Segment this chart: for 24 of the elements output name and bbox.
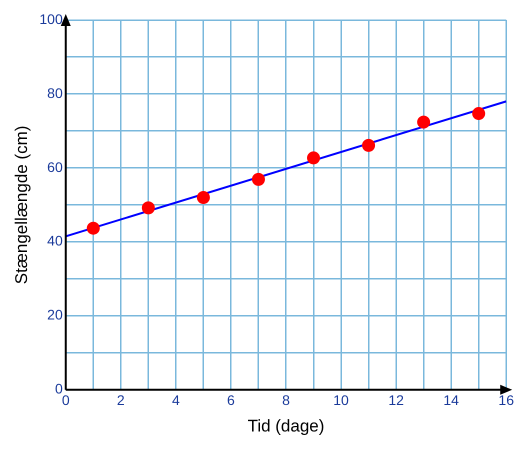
point [307, 151, 320, 164]
x-tick-label: 12 [388, 392, 404, 408]
y-axis-title: Stængellængde (cm) [12, 126, 31, 284]
y-tick-label: 80 [47, 84, 63, 101]
point [417, 116, 430, 129]
point [472, 107, 486, 120]
x-tick-label: 10 [333, 392, 350, 408]
y-tick-label: 40 [47, 232, 63, 249]
point [362, 138, 376, 152]
y-tick-label: 0 [54, 380, 63, 397]
x-tick-label: 8 [282, 392, 290, 408]
x-tick-label: 4 [172, 392, 180, 408]
x-tick-label: 16 [498, 392, 514, 408]
y-tick-label: 20 [47, 306, 63, 323]
x-tick-label: 14 [443, 392, 460, 408]
point [252, 172, 265, 186]
x-axis-title: Tid (dage) [248, 416, 324, 436]
point [86, 222, 100, 235]
y-tick-label: 100 [39, 10, 63, 27]
x-tick-label: 2 [116, 392, 125, 408]
y-tick-label: 60 [47, 158, 63, 175]
point [142, 201, 155, 214]
x-tick-label: 6 [227, 392, 236, 408]
point [196, 191, 210, 204]
